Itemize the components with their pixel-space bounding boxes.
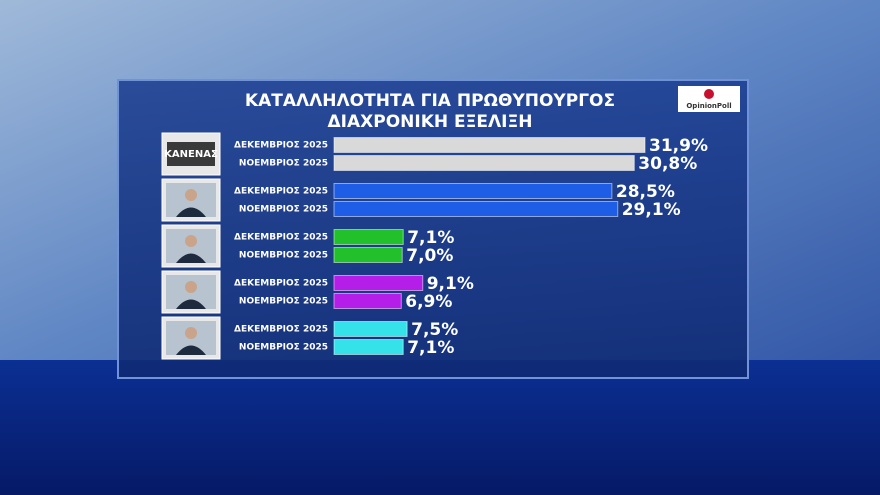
value-label: 7,1% <box>407 228 454 248</box>
bar <box>333 155 635 171</box>
bar <box>333 339 404 355</box>
value-label: 30,8% <box>638 154 697 174</box>
series-label: ΝΟΕΜΒΡΙΟΣ 2025 <box>239 343 328 353</box>
value-label: 31,9% <box>649 136 708 156</box>
bar <box>333 137 646 153</box>
series-label: ΝΟΕΜΒΡΙΟΣ 2025 <box>239 205 328 215</box>
value-label: 7,5% <box>411 320 458 340</box>
photo-body <box>176 345 206 355</box>
series-label: ΔΕΚΕΜΒΡΙΟΣ 2025 <box>234 141 328 151</box>
category-label: ΚΑΝΕΝΑΣ <box>164 149 218 160</box>
value-label: 7,0% <box>406 246 453 266</box>
series-label: ΝΟΕΜΒΡΙΟΣ 2025 <box>239 159 328 169</box>
chart-title: ΚΑΤΑΛΛΗΛΟΤΗΤΑ ΓΙΑ ΠΡΩΘΥΠΟΥΡΓΟΣ <box>245 91 615 111</box>
bar <box>333 201 619 217</box>
photo-head <box>185 235 197 247</box>
value-label: 7,1% <box>407 338 454 358</box>
photo-head <box>185 327 197 339</box>
bar <box>333 275 424 291</box>
value-label: 6,9% <box>405 292 452 312</box>
bar <box>333 321 408 337</box>
panel <box>117 79 749 379</box>
floor <box>0 360 880 495</box>
series-label: ΔΕΚΕΜΒΡΙΟΣ 2025 <box>234 325 328 335</box>
chart-subtitle: ΔΙΑΧΡΟΝΙΚΗ ΕΞΕΛΙΞΗ <box>328 112 533 132</box>
series-label: ΔΕΚΕΜΒΡΙΟΣ 2025 <box>234 233 328 243</box>
photo-head <box>185 189 197 201</box>
value-label: 9,1% <box>427 274 474 294</box>
photo-body <box>176 207 206 217</box>
label-box <box>167 142 215 166</box>
logo-icon <box>704 89 714 99</box>
bar <box>333 247 403 263</box>
series-label: ΔΕΚΕΜΒΡΙΟΣ 2025 <box>234 279 328 289</box>
photo-body <box>176 253 206 263</box>
value-label: 29,1% <box>622 200 681 220</box>
logo: OpinionPoll <box>686 102 731 110</box>
photo-body <box>176 299 206 309</box>
bar <box>333 293 402 309</box>
bar <box>333 229 404 245</box>
series-label: ΝΟΕΜΒΡΙΟΣ 2025 <box>239 251 328 261</box>
photo-head <box>185 281 197 293</box>
bar <box>333 183 613 199</box>
series-label: ΝΟΕΜΒΡΙΟΣ 2025 <box>239 297 328 307</box>
series-label: ΔΕΚΕΜΒΡΙΟΣ 2025 <box>234 187 328 197</box>
value-label: 28,5% <box>616 182 675 202</box>
